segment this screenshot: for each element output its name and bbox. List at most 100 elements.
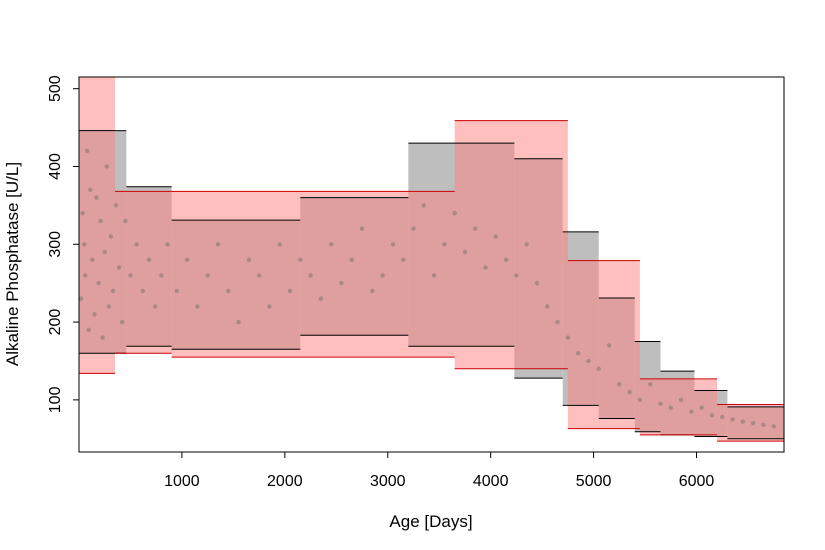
data-point [421,203,426,208]
data-point [720,414,725,420]
data-point [195,304,200,309]
data-point [78,296,84,301]
data-point [740,419,746,424]
data-point [298,257,303,263]
data-point [328,242,334,247]
data-point [473,226,478,231]
data-point [761,422,766,427]
y-tick-label: 300 [47,231,64,258]
data-point [205,273,210,278]
data-point [82,273,88,278]
data-point [134,242,139,247]
data-point [140,288,146,294]
x-tick-label: 5000 [576,473,612,490]
data-point [215,242,221,247]
data-point [442,242,447,247]
band-b-1 [115,191,172,354]
data-point [159,273,164,278]
data-point [380,273,385,278]
data-point [277,242,282,247]
y-tick-label: 200 [47,309,64,336]
data-point [256,273,262,278]
band-b-6 [717,404,784,442]
plot-border [78,76,785,453]
data-point [146,257,152,263]
data-point [658,401,663,406]
data-point [606,343,612,348]
data-point [462,249,468,255]
data-point [174,288,179,294]
x-tick-label: 4000 [473,473,509,490]
data-point [90,257,95,263]
data-point [246,257,252,263]
band-b-2 [171,191,455,358]
band-b-0 [79,77,116,374]
data-point [287,288,293,294]
data-point [771,424,776,429]
data-point [92,312,97,317]
data-point [709,413,715,418]
data-point [80,210,85,216]
data-point [108,234,114,239]
data-point [339,280,344,286]
band-b-5 [639,378,718,435]
data-point [226,288,231,294]
data-point [184,257,190,263]
data-point [81,242,87,247]
y-tick-label: 100 [47,386,64,413]
data-point [524,242,529,247]
data-point [113,203,119,208]
data-point [617,382,622,387]
data-point [85,148,90,154]
data-point [750,421,756,426]
data-point [586,358,591,364]
data-point [730,417,735,422]
data-point [98,218,103,224]
data-point [668,405,673,410]
data-point [689,409,694,414]
data-point [349,257,354,263]
data-point [123,218,128,224]
data-point [318,296,324,301]
data-point [390,242,396,247]
data-point [483,265,488,270]
x-axis-title: Age [Days] [389,512,472,531]
data-point [104,164,109,169]
data-point [110,288,116,294]
data-point [596,366,601,371]
data-point [86,327,91,333]
band-b-3 [454,120,568,369]
data-point [637,397,643,403]
data-point [308,273,313,278]
data-point [96,280,101,286]
data-point [648,382,653,387]
x-tick-label: 2000 [267,473,303,490]
y-axis: 100 200 300 400 500 [47,75,79,413]
data-point [267,304,272,309]
x-axis: 1000 2000 3000 4000 5000 6000 [164,452,714,490]
data-point [106,304,112,309]
data-point [575,350,581,356]
data-point [116,265,122,270]
data-point [565,335,571,340]
data-point [627,389,632,395]
data-point [678,397,684,403]
data-point [100,335,105,340]
data-point [120,319,125,325]
x-tick-label: 3000 [370,473,406,490]
data-point [514,273,519,278]
data-point [94,195,99,200]
y-tick-label: 500 [47,75,64,102]
scatter-points [78,148,776,429]
y-tick-label: 400 [47,153,64,180]
data-point [128,273,133,278]
data-point [555,319,560,325]
data-point [431,273,437,278]
data-point [359,226,365,231]
x-tick-label: 1000 [164,473,200,490]
data-point [165,242,170,247]
data-point [152,304,158,309]
data-point [88,187,93,193]
data-point [370,288,375,294]
